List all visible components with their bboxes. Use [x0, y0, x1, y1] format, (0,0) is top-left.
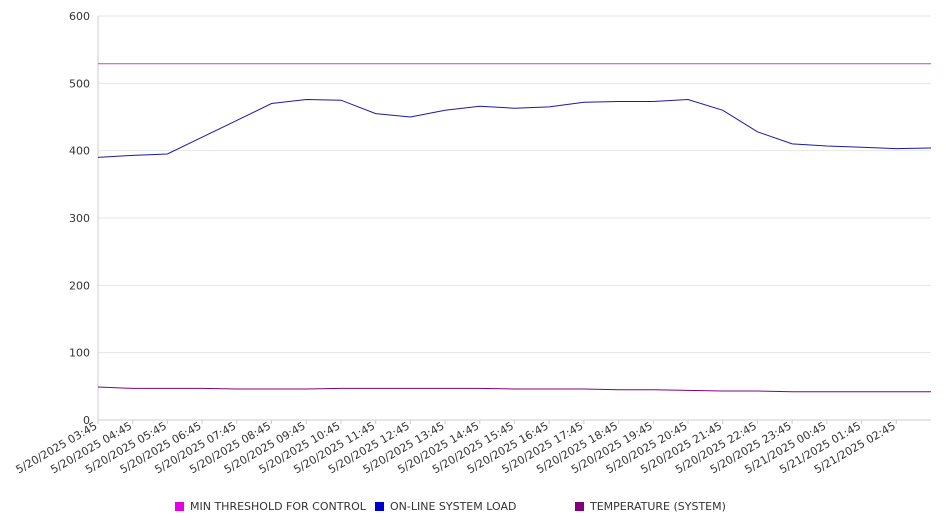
- x-tick-labels: 5/20/2025 03:455/20/2025 04:455/20/2025 …: [14, 419, 898, 476]
- series-lines: [97, 63, 932, 393]
- y-tick-label: 400: [69, 145, 90, 158]
- legend-label: ON-LINE SYSTEM LOAD: [390, 499, 517, 513]
- legend-label: MIN THRESHOLD FOR CONTROL: [190, 499, 366, 513]
- y-tick-labels: 0 100 200 300 400 500 600: [69, 10, 90, 427]
- legend-swatch-icon: [175, 501, 184, 511]
- axes: [97, 16, 931, 424]
- y-tick-label: 100: [69, 347, 90, 360]
- y-tick-label: 200: [69, 279, 90, 292]
- series-line-1: [97, 98, 932, 158]
- legend-item-system-load: ON-LINE SYSTEM LOAD: [375, 499, 516, 513]
- legend: MIN THRESHOLD FOR CONTROL ON-LINE SYSTEM…: [0, 499, 946, 515]
- y-tick-label: 600: [69, 10, 90, 23]
- gridlines: [98, 15, 931, 354]
- legend-swatch-icon: [375, 501, 384, 511]
- legend-label: TEMPERATURE (SYSTEM): [590, 499, 726, 513]
- y-tick-label: 300: [69, 212, 90, 225]
- y-tick-label: 0: [83, 414, 90, 427]
- series-line-2: [97, 386, 931, 393]
- y-tick-label: 500: [69, 77, 90, 90]
- legend-item-min-threshold: MIN THRESHOLD FOR CONTROL: [175, 499, 366, 513]
- legend-item-temperature: TEMPERATURE (SYSTEM): [575, 499, 726, 513]
- legend-swatch-icon: [575, 501, 584, 511]
